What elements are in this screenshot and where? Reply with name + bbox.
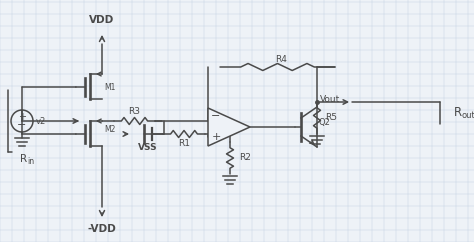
- Text: −: −: [211, 112, 221, 121]
- Text: −: −: [18, 120, 27, 130]
- Text: R4: R4: [275, 54, 287, 63]
- Text: R: R: [20, 154, 27, 164]
- Text: +: +: [211, 133, 221, 143]
- Text: R: R: [454, 106, 462, 120]
- Polygon shape: [208, 108, 250, 146]
- Text: v2: v2: [36, 116, 46, 126]
- Text: Q2: Q2: [319, 118, 331, 127]
- Text: R3: R3: [128, 107, 140, 116]
- Text: M1: M1: [104, 83, 115, 91]
- Text: in: in: [27, 158, 34, 166]
- Text: M2: M2: [104, 126, 115, 135]
- Text: VSS: VSS: [138, 144, 158, 152]
- Text: VDD: VDD: [90, 15, 115, 25]
- Text: Vout: Vout: [320, 96, 340, 105]
- Text: R2: R2: [239, 153, 251, 162]
- Text: -VDD: -VDD: [88, 224, 117, 234]
- Text: R5: R5: [325, 113, 337, 122]
- Text: out: out: [462, 112, 474, 121]
- Text: +: +: [18, 112, 26, 122]
- Text: R1: R1: [178, 138, 190, 148]
